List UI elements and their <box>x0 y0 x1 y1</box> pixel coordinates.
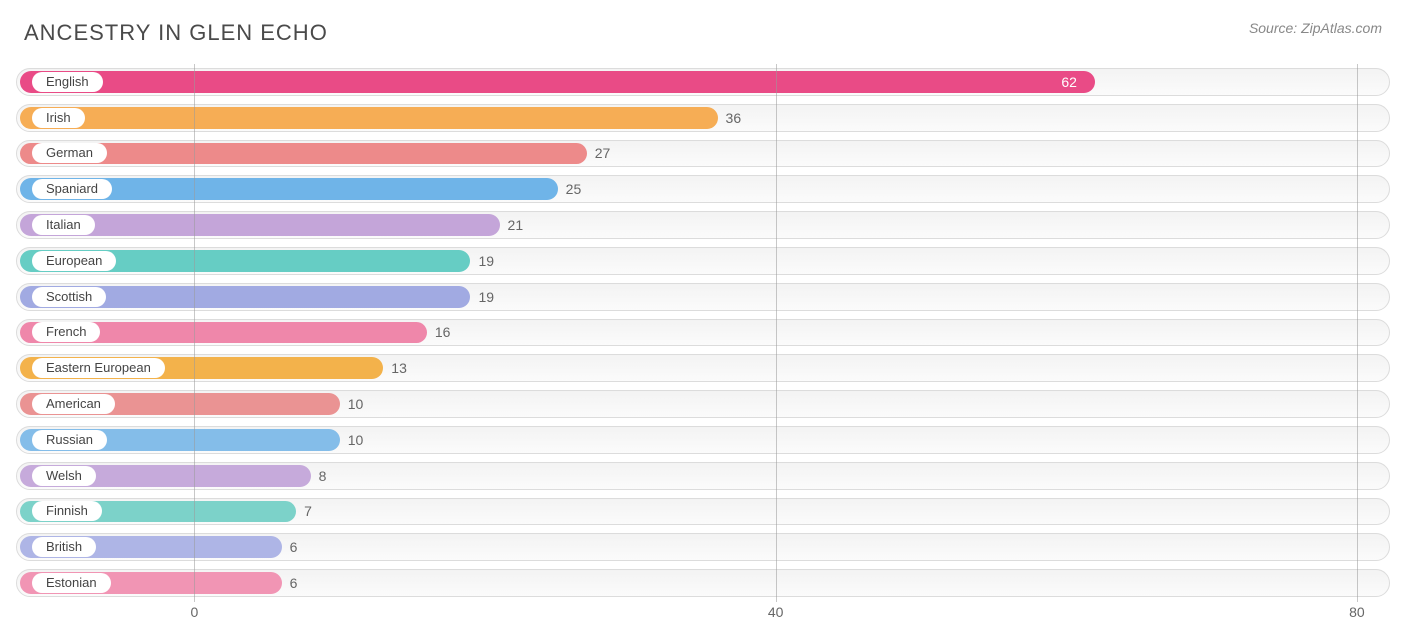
bar-value-label: 13 <box>391 360 407 376</box>
bar-row: German 27 <box>16 136 1390 172</box>
bar-row: French 16 <box>16 315 1390 351</box>
bar-value-label: 6 <box>290 575 298 591</box>
bar-value-label: 27 <box>595 145 611 161</box>
bar-row: European 19 <box>16 243 1390 279</box>
bar-category-pill: Estonian <box>32 573 111 593</box>
bar-value-label: 10 <box>348 396 364 412</box>
bar-fill <box>20 71 1095 93</box>
x-axis-tick-label: 80 <box>1349 604 1365 620</box>
x-axis-tick-label: 40 <box>768 604 784 620</box>
gridline <box>1357 64 1358 602</box>
bar-category-pill: French <box>32 322 100 342</box>
bar-category-pill: Russian <box>32 430 107 450</box>
bar-value-label: 36 <box>726 110 742 126</box>
gridline <box>776 64 777 602</box>
bar-value-label: 19 <box>478 253 494 269</box>
gridline <box>194 64 195 602</box>
bar-row: Welsh 8 <box>16 458 1390 494</box>
bar-row: Estonian 6 <box>16 565 1390 601</box>
bar-category-pill: Welsh <box>32 466 96 486</box>
plot-area: English 62 Irish 36 German 27 Spaniard 25 Italia… <box>16 64 1390 624</box>
bar-category-pill: American <box>32 394 115 414</box>
bar-category-pill: Spaniard <box>32 179 112 199</box>
bar-value-label: 16 <box>435 324 451 340</box>
bar-value-label: 7 <box>304 503 312 519</box>
bar-category-pill: Scottish <box>32 287 106 307</box>
bar-value-label: 21 <box>508 217 524 233</box>
bar-value-label: 25 <box>566 181 582 197</box>
bar-row: Spaniard 25 <box>16 171 1390 207</box>
bar-category-pill: Finnish <box>32 501 102 521</box>
bar-category-pill: Irish <box>32 108 85 128</box>
bar-value-label: 6 <box>290 539 298 555</box>
chart-source: Source: ZipAtlas.com <box>1249 20 1382 36</box>
bar-row: Eastern European 13 <box>16 350 1390 386</box>
bar-category-pill: Eastern European <box>32 358 165 378</box>
bar-category-pill: English <box>32 72 103 92</box>
bar-row: American 10 <box>16 386 1390 422</box>
bar-category-pill: British <box>32 537 96 557</box>
bar-category-pill: European <box>32 251 116 271</box>
chart-header: ANCESTRY IN GLEN ECHO Source: ZipAtlas.c… <box>16 20 1390 64</box>
bar-row: Scottish 19 <box>16 279 1390 315</box>
bar-category-pill: German <box>32 143 107 163</box>
bar-category-pill: Italian <box>32 215 95 235</box>
bar-fill <box>20 107 718 129</box>
bar-row: British 6 <box>16 529 1390 565</box>
bar-row: English 62 <box>16 64 1390 100</box>
x-axis-tick-label: 0 <box>190 604 198 620</box>
bar-row: Russian 10 <box>16 422 1390 458</box>
bar-value-label: 62 <box>1061 74 1077 90</box>
chart-title: ANCESTRY IN GLEN ECHO <box>24 20 328 46</box>
bar-value-label: 8 <box>319 468 327 484</box>
bar-value-label: 10 <box>348 432 364 448</box>
bar-row: Italian 21 <box>16 207 1390 243</box>
bar-value-label: 19 <box>478 289 494 305</box>
bar-row: Finnish 7 <box>16 494 1390 530</box>
bar-row: Irish 36 <box>16 100 1390 136</box>
chart-container: ANCESTRY IN GLEN ECHO Source: ZipAtlas.c… <box>0 0 1406 644</box>
bars-group: English 62 Irish 36 German 27 Spaniard 25 Italia… <box>16 64 1390 601</box>
